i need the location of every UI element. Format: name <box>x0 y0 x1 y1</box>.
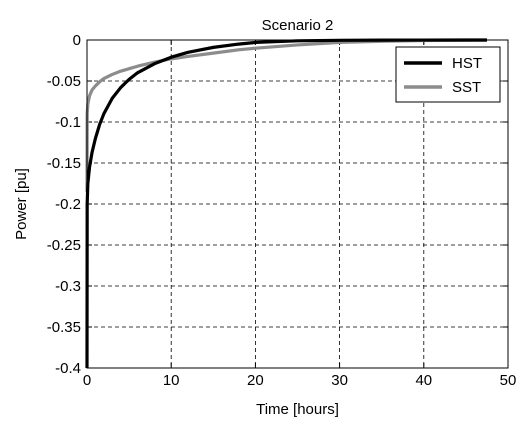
x-axis-label: Time [hours] <box>256 401 339 418</box>
y-tick-label: -0.3 <box>55 278 81 295</box>
series-line-sst <box>85 38 487 192</box>
legend-box <box>395 46 501 103</box>
chart-title: Scenario 2 <box>262 17 334 34</box>
plot-frame <box>86 39 509 369</box>
y-tick-label: -0.25 <box>47 237 81 254</box>
x-tick-label: 0 <box>83 372 91 389</box>
y-tick-label: -0.4 <box>55 360 81 377</box>
x-tick-label: 20 <box>247 372 264 389</box>
x-tick-label: 40 <box>415 372 432 389</box>
x-tick-label: 30 <box>331 372 348 389</box>
y-tick-label: -0.35 <box>47 319 81 336</box>
x-axis-ticks: 0 10 20 30 40 50 <box>83 40 517 389</box>
y-tick-label: -0.15 <box>47 155 81 172</box>
legend: HST SST <box>395 46 501 103</box>
legend-label-sst: SST <box>452 79 481 96</box>
legend-label-hst: HST <box>452 55 482 72</box>
y-tick-label: -0.2 <box>55 196 81 213</box>
y-axis-label: Power [pu] <box>13 168 30 240</box>
y-axis-ticks: 0 -0.05 -0.1 -0.15 -0.2 -0.25 -0.3 -0.35 -0.4 <box>47 32 508 377</box>
y-tick-label: -0.1 <box>55 114 81 131</box>
x-tick-label: 50 <box>500 372 517 389</box>
y-tick-label: 0 <box>73 32 81 49</box>
x-tick-label: 10 <box>163 372 180 389</box>
grid-lines <box>87 40 508 368</box>
y-tick-label: -0.05 <box>47 73 81 90</box>
